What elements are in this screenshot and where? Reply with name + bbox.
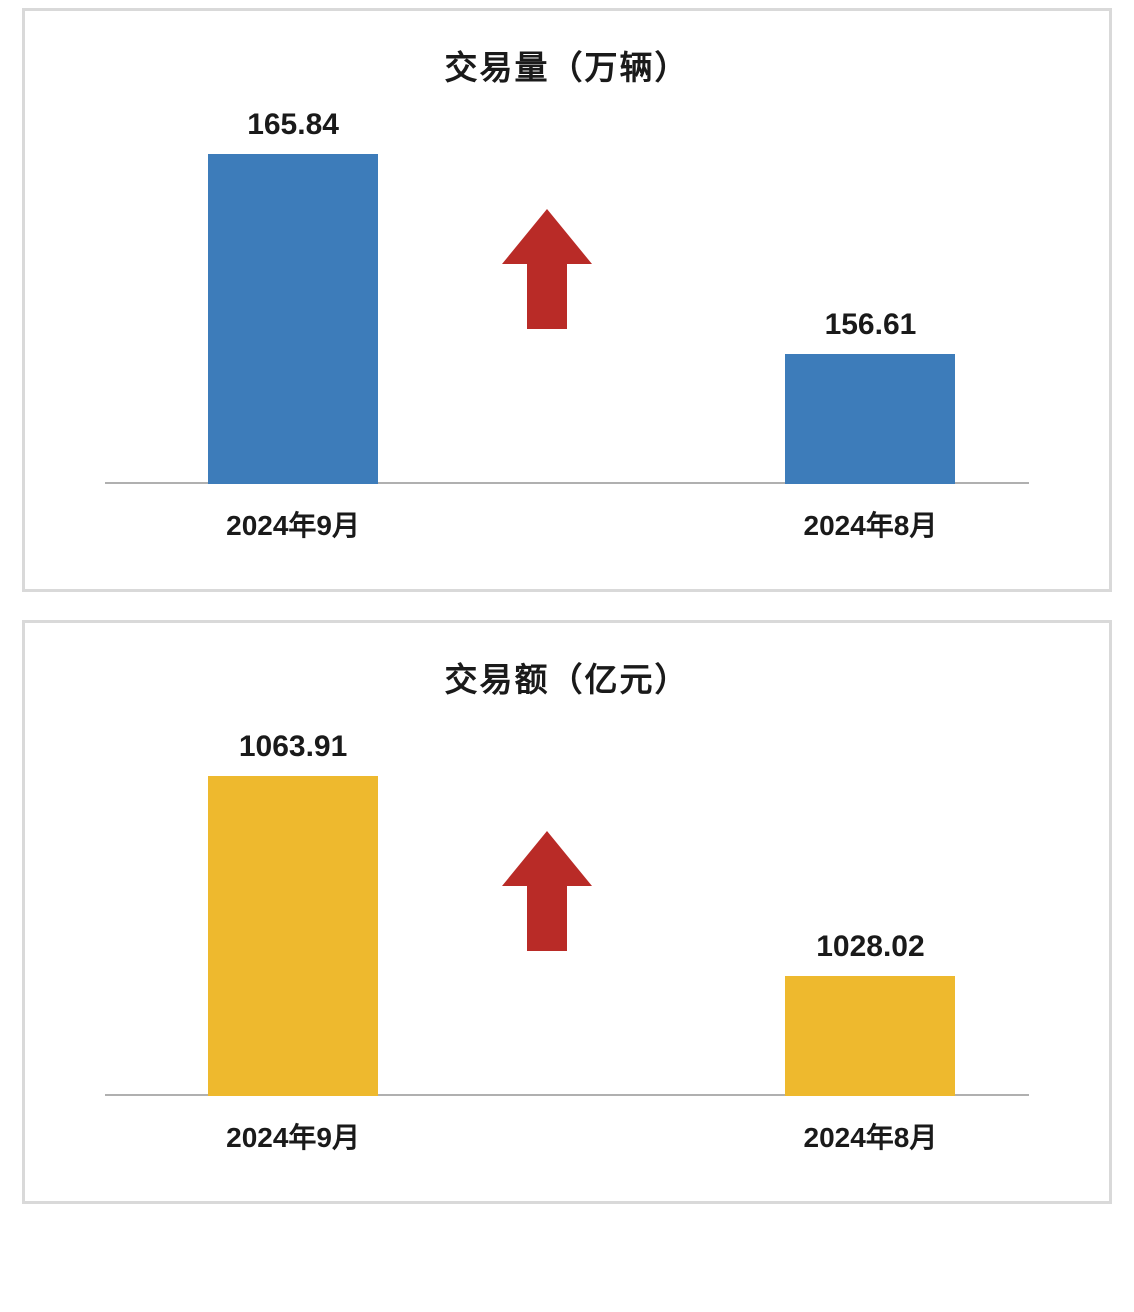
- chart-area: 165.842024年9月156.612024年8月: [75, 104, 1059, 544]
- bar-label-left: 2024年9月: [226, 1116, 360, 1156]
- bar-value-left: 165.84: [247, 108, 339, 142]
- bar-left: 165.842024年9月: [193, 108, 393, 484]
- bar-right: 1028.022024年8月: [770, 930, 970, 1096]
- bar-rect-left: [208, 776, 378, 1096]
- bar-left: 1063.912024年9月: [193, 730, 393, 1096]
- bar-label-left: 2024年9月: [226, 504, 360, 544]
- bar-value-right: 1028.02: [816, 930, 924, 964]
- chart-panel-0: 交易量（万辆）165.842024年9月156.612024年8月: [22, 8, 1112, 592]
- bar-rect-left: [208, 154, 378, 484]
- arrow-up-icon: [502, 831, 592, 951]
- bar-label-right: 2024年8月: [804, 1116, 938, 1156]
- chart-title: 交易额（亿元）: [75, 653, 1059, 701]
- bar-value-left: 1063.91: [239, 730, 347, 764]
- bar-rect-right: [785, 976, 955, 1096]
- chart-area: 1063.912024年9月1028.022024年8月: [75, 716, 1059, 1156]
- arrow-up-icon: [502, 209, 592, 329]
- bar-label-right: 2024年8月: [804, 504, 938, 544]
- bar-rect-right: [785, 354, 955, 484]
- chart-panel-1: 交易额（亿元）1063.912024年9月1028.022024年8月: [22, 620, 1112, 1204]
- bar-value-right: 156.61: [825, 308, 917, 342]
- chart-title: 交易量（万辆）: [75, 41, 1059, 89]
- bar-right: 156.612024年8月: [770, 308, 970, 484]
